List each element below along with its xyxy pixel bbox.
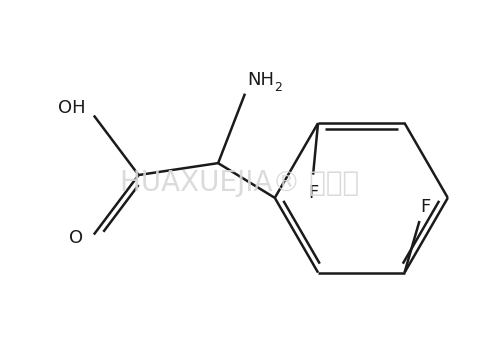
Text: NH: NH <box>247 71 274 89</box>
Text: O: O <box>69 229 83 247</box>
Text: OH: OH <box>58 99 86 116</box>
Text: 2: 2 <box>274 81 282 94</box>
Text: HUAXUEJIA® 化学加: HUAXUEJIA® 化学加 <box>120 169 360 197</box>
Text: F: F <box>420 198 431 216</box>
Text: F: F <box>308 184 318 201</box>
